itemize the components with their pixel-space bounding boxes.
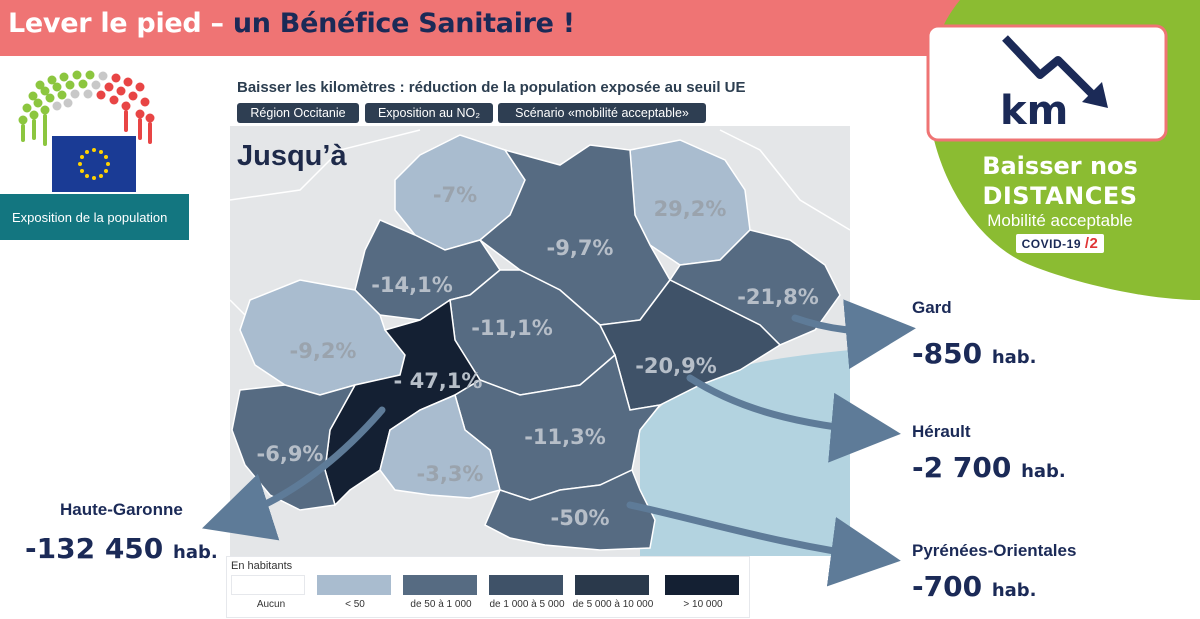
region-label-aude: -11,3% xyxy=(524,425,606,449)
badge-line2: DISTANCES xyxy=(982,182,1138,210)
callout-name-gard: Gard xyxy=(912,298,952,317)
arrow-gard xyxy=(791,299,916,370)
map-legend: En habitants Aucun < 50 de 50 à 1 000 de… xyxy=(226,556,750,618)
region-label-aveyron: -9,7% xyxy=(546,236,614,260)
map-overlay-title: Jusqu’à xyxy=(237,140,347,172)
callout-name-haute-garonne: Haute-Garonne xyxy=(60,500,183,519)
legend-swatch-3 xyxy=(489,575,563,595)
tag-region: Région Occitanie xyxy=(237,103,359,123)
region-label-tarn-et-garonne: -14,1% xyxy=(371,273,453,297)
callout-arrows xyxy=(202,299,916,587)
tag-exposure: Exposition au NO₂ xyxy=(365,103,493,123)
callout-value-pyrenees-orientales: -700 hab. xyxy=(912,570,1037,603)
eu-flag-icon xyxy=(52,136,136,192)
tag-scenario: Scénario «mobilité acceptable» xyxy=(498,103,706,123)
callout-name-pyrenees-orientales: Pyrénées-Orientales xyxy=(912,541,1077,560)
legend-label-0: Aucun xyxy=(256,599,286,610)
callout-value-haute-garonne: -132 450 hab. xyxy=(25,532,218,565)
eu-stars xyxy=(78,148,110,180)
region-pyrenees-orientales xyxy=(484,468,656,551)
km-icon-frame xyxy=(926,24,1168,142)
badge-line3: Mobilité acceptable xyxy=(987,211,1133,230)
legend-title: En habitants xyxy=(231,560,293,572)
hemicycle-seats xyxy=(18,70,155,146)
arrow-haute-garonne xyxy=(202,406,386,541)
hemicycle-icon xyxy=(18,70,155,192)
legend-swatch-1 xyxy=(317,575,391,595)
logo-caption: Exposition de la population xyxy=(0,194,189,240)
region-label-hautes-pyrenees: -6,9% xyxy=(256,442,324,466)
legend-swatch-4 xyxy=(575,575,649,595)
badge-line1: Baisser nos xyxy=(982,152,1138,180)
arrow-herault xyxy=(686,374,901,463)
legend-label-4: de 5 000 à 10 000 xyxy=(572,599,654,610)
region-label-pyrenees-orientales: -50% xyxy=(550,506,610,530)
legend-swatch-0 xyxy=(231,575,305,595)
km-label: km xyxy=(1000,88,1069,134)
region-label-herault: -20,9% xyxy=(635,354,717,378)
region-label-lot: -7% xyxy=(432,183,478,207)
mediterranean-sea xyxy=(640,350,850,556)
badge-text: Baisser nos DISTANCES Mobilité acceptabl… xyxy=(945,152,1175,253)
legend-label-3: de 1 000 à 5 000 xyxy=(489,599,565,610)
legend-label-1: < 50 xyxy=(345,599,365,610)
region-label-ariege: -3,3% xyxy=(416,462,484,486)
km-down-trend-icon xyxy=(1002,35,1101,103)
departments xyxy=(231,134,841,551)
legend-swatch-2 xyxy=(403,575,477,595)
covid-badge: COVID-19 /2 xyxy=(1015,234,1105,253)
arrow-pyrenees-orientales xyxy=(626,501,901,587)
legend-label-5: > 10 000 xyxy=(683,599,723,610)
region-label-lozere: 29,2% xyxy=(653,197,727,221)
callout-value-herault: -2 700 hab. xyxy=(912,451,1066,484)
callout-value-gard: -850 hab. xyxy=(912,337,1037,370)
legend-swatch-5 xyxy=(665,575,739,595)
page-title: Lever le pied – un Bénéfice Sanitaire ! xyxy=(8,8,575,39)
legend-label-2: de 50 à 1 000 xyxy=(410,599,472,610)
trend-arrowhead xyxy=(1082,82,1108,108)
region-label-gard: -21,8% xyxy=(737,285,819,309)
region-label-tarn: -11,1% xyxy=(471,316,553,340)
eu-parliament-logo xyxy=(0,60,190,240)
map-subtitle: Baisser les kilomètres : réduction de la… xyxy=(237,79,746,96)
region-label-haute-garonne: - 47,1% xyxy=(393,369,483,393)
region-label-gers: -9,2% xyxy=(289,339,357,363)
callout-name-herault: Hérault xyxy=(912,422,971,441)
